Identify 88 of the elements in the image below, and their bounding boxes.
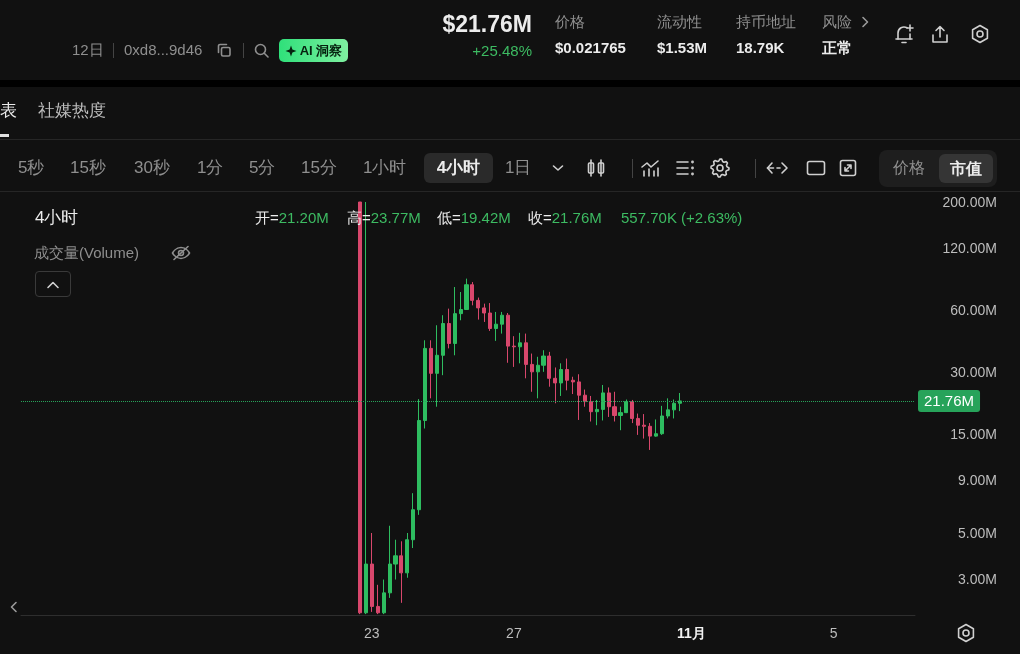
candlestick: [589, 395, 593, 423]
candlestick: [642, 413, 646, 440]
ref-line-label: 21.76M: [924, 392, 975, 410]
candlestick: [636, 413, 640, 436]
text: 12日: [72, 41, 104, 59]
annotation: 收=21.76M: [528, 209, 602, 226]
button: 4小时: [424, 153, 493, 183]
candlestick: [488, 302, 492, 332]
button: AI 洞察: [279, 39, 348, 62]
candlestick: [630, 399, 634, 424]
candlestick: [518, 332, 522, 364]
text: 1分: [197, 157, 224, 179]
annotation: 成交量(Volume): [34, 244, 140, 262]
candlestick: [405, 532, 409, 579]
text: 持币地址: [736, 13, 796, 31]
candlestick: [595, 399, 599, 426]
candlestick: [648, 422, 652, 451]
candlestick: [559, 362, 563, 397]
text: $21.76M: [442, 11, 532, 39]
text: 价格: [555, 13, 585, 31]
text: 社媒热度: [38, 100, 106, 122]
candlestick: [506, 312, 510, 364]
y-tick-label: 9.00M: [958, 472, 997, 489]
text: 价格: [893, 158, 925, 178]
annotation: 低=19.42M: [437, 209, 511, 226]
candlestick: [547, 351, 551, 388]
candlestick: [370, 532, 374, 613]
button: 市值: [939, 154, 993, 183]
candlestick: [447, 308, 451, 349]
x-tick-label: 5: [829, 625, 838, 641]
x-tick-label: 11月: [677, 625, 706, 641]
candlestick: [399, 540, 403, 604]
text: 流动性: [657, 13, 702, 31]
candlestick: [417, 398, 421, 516]
text: 正常: [822, 39, 852, 57]
text: 30秒: [134, 157, 170, 179]
candlestick: [435, 324, 439, 408]
text: $1.53M: [657, 39, 708, 57]
candlestick: [512, 335, 516, 368]
x-tick-label: 27: [506, 625, 522, 641]
candlestick: [678, 392, 682, 412]
candlestick: [660, 405, 664, 436]
candlestick: [500, 311, 504, 335]
candlestick: [382, 579, 386, 615]
text: +25.48%: [472, 42, 532, 60]
candlestick: [482, 303, 486, 323]
text: 15分: [301, 157, 337, 179]
y-tick-label: 200.00M: [942, 194, 997, 210]
candlestick: [453, 286, 457, 356]
y-tick-label: 3.00M: [958, 570, 997, 587]
annotation: 开=21.20M: [255, 209, 329, 226]
text: 18.79K: [736, 39, 785, 57]
candlestick: [423, 339, 427, 430]
text: 风险: [822, 13, 852, 31]
candlestick: [571, 376, 575, 395]
y-tick-label: 120.00M: [942, 239, 997, 256]
candlestick: [666, 397, 670, 419]
annotation: 557.70K (+2.63%): [621, 209, 743, 227]
text: 1日: [505, 157, 532, 179]
text: 1小时: [363, 157, 407, 179]
y-tick-label: 5.00M: [958, 524, 997, 541]
candlestick: [577, 373, 581, 421]
text: 5分: [249, 157, 276, 179]
candlestick: [429, 339, 433, 399]
text: 表: [0, 100, 17, 122]
x-tick-label: 23: [364, 625, 380, 641]
candlestick: [376, 584, 380, 615]
text: 0xd8...9d46: [124, 41, 203, 59]
candlestick: [565, 358, 569, 391]
candlestick: [654, 418, 658, 438]
candlestick: [524, 333, 528, 379]
text: 5秒: [18, 157, 45, 179]
text: $0.021765: [555, 39, 626, 57]
y-tick-label: 15.00M: [950, 426, 997, 443]
annotation: 4小时: [35, 207, 79, 229]
candlestick: [530, 353, 534, 393]
candlestick: [441, 314, 445, 376]
candlestick: [672, 399, 676, 419]
candlestick: [470, 281, 474, 306]
candlestick: [494, 311, 498, 342]
candlestick: [583, 389, 587, 408]
text: 15秒: [70, 157, 106, 179]
candlestick: [601, 384, 605, 421]
candlestick: [476, 297, 480, 321]
candlestick: [553, 366, 557, 404]
candlestick: [411, 492, 415, 549]
y-tick-label: 60.00M: [950, 301, 997, 318]
y-tick-label: 30.00M: [950, 364, 997, 381]
